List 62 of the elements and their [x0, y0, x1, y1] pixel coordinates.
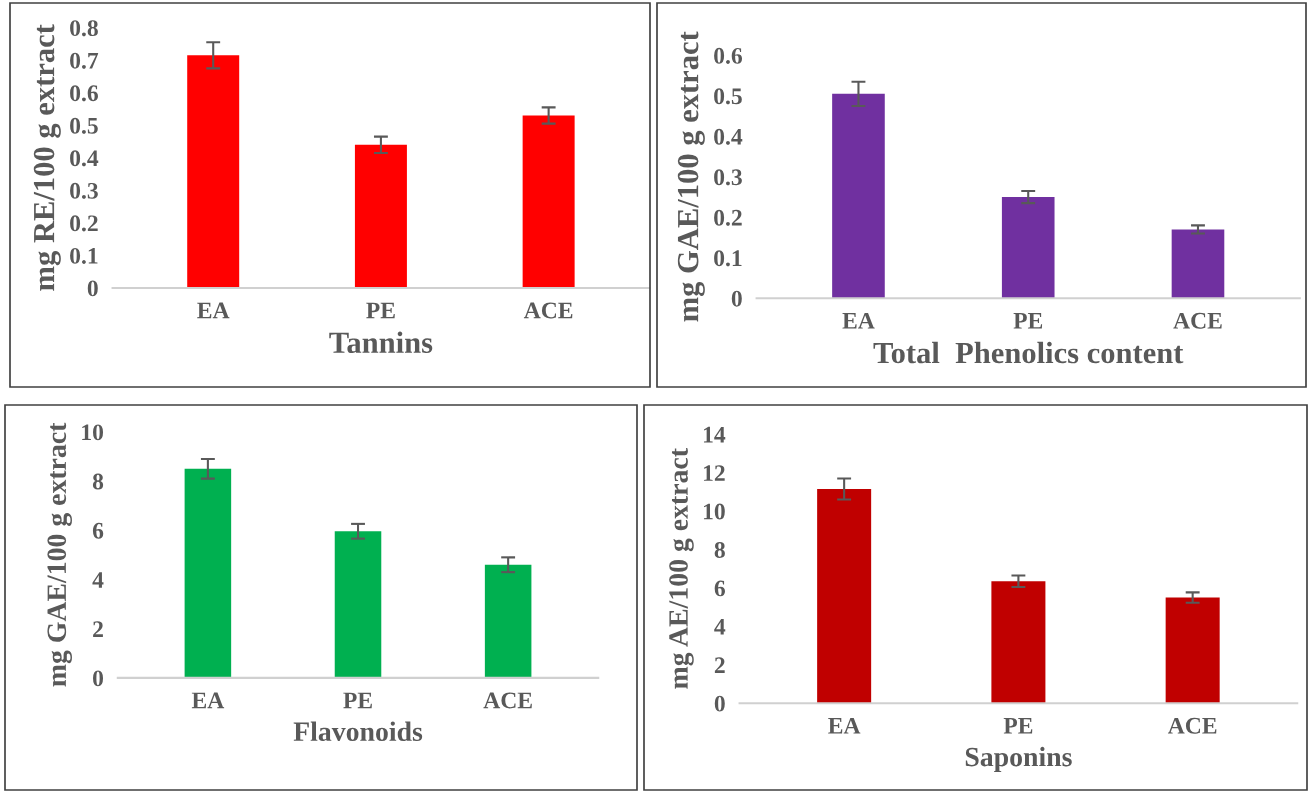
x-axis-title: Total Phenolics content: [873, 341, 1184, 364]
bar: [522, 115, 575, 288]
y-tick-label: 12: [703, 465, 725, 481]
y-tick-label: 2: [93, 621, 103, 637]
x-axis-title: Saponins: [965, 746, 1072, 773]
bar: [184, 468, 232, 678]
y-tick-label: 0: [93, 670, 104, 687]
bar: [484, 564, 532, 678]
y-axis-title: mg GAE/100 g extract: [677, 31, 705, 322]
y-tick-label: 0.7: [70, 52, 99, 69]
y-tick-label: 0.8: [70, 20, 98, 37]
x-tick-label: EA: [197, 302, 230, 319]
y-axis-title: mg GAE/100 g extract: [47, 422, 72, 687]
y-tick-label: 4: [92, 572, 104, 588]
y-tick-label: 0.4: [714, 128, 743, 145]
y-tick-label: 2: [714, 657, 725, 673]
y-tick-label: 10: [703, 503, 725, 520]
x-tick-label: EA: [842, 312, 875, 329]
y-tick-label: 14: [703, 426, 726, 443]
y-tick-label: 8: [714, 542, 725, 558]
y-tick-label: 10: [82, 424, 104, 441]
x-tick-label: EA: [191, 692, 225, 709]
x-tick-label: PE: [343, 692, 372, 709]
bar: [991, 581, 1046, 704]
y-tick-label: 0: [731, 290, 742, 307]
y-tick-label: 0.5: [714, 88, 742, 105]
x-tick-label: ACE: [1167, 717, 1217, 734]
x-tick-label: ACE: [523, 302, 573, 319]
bar: [1171, 229, 1225, 299]
x-tick-label: ACE: [483, 692, 532, 709]
x-tick-label: PE: [366, 302, 395, 319]
y-tick-label: 0.5: [70, 117, 98, 134]
bar: [187, 55, 240, 288]
x-tick-label: EA: [828, 717, 861, 734]
y-tick-label: 0: [714, 695, 725, 712]
bar: [334, 531, 382, 678]
y-tick-label: 8: [92, 473, 104, 490]
x-tick-label: ACE: [1173, 312, 1222, 329]
y-axis-title: mg AE/100 g extract: [669, 448, 694, 689]
y-tick-label: 0.3: [714, 169, 742, 186]
y-axis-title: mg RE/100 g extract: [33, 24, 61, 291]
bar: [817, 489, 872, 704]
bar: [1001, 197, 1055, 299]
y-tick-label: 6: [714, 580, 726, 597]
bar: [832, 93, 885, 299]
bar: [1165, 597, 1220, 704]
x-tick-label: PE: [1013, 313, 1043, 329]
y-tick-label: 0.6: [70, 85, 98, 102]
y-tick-label: 0.4: [70, 150, 99, 167]
y-tick-label: 6: [92, 522, 104, 539]
y-tick-label: 0.6: [714, 47, 743, 64]
x-axis-title: Tannins: [329, 331, 433, 354]
y-tick-label: 0: [87, 280, 98, 297]
y-tick-label: 4: [714, 619, 726, 635]
y-tick-label: 0.2: [714, 209, 742, 226]
x-axis-title: Flavonoids: [293, 721, 423, 742]
y-tick-label: 0.3: [70, 182, 98, 199]
bar: [354, 144, 407, 288]
y-tick-label: 0.2: [70, 215, 98, 232]
y-tick-label: 0.1: [714, 250, 742, 267]
y-tick-label: 0.1: [70, 247, 98, 264]
x-tick-label: PE: [1003, 718, 1033, 734]
